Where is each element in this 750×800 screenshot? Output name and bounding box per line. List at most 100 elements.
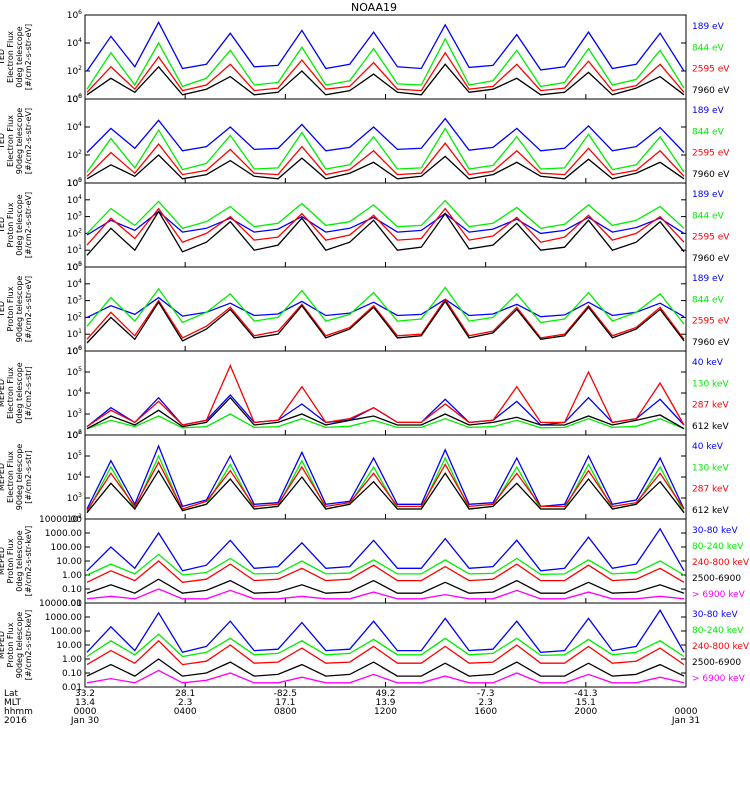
y-tick-label: 104 bbox=[67, 194, 82, 206]
y-tick-label: 102 bbox=[67, 227, 82, 239]
y-tick-label: 1000.00 bbox=[45, 529, 82, 539]
legend-entry: 7960 eV bbox=[692, 86, 730, 96]
footer-value: 0400 bbox=[174, 707, 197, 717]
y-tick-label: 102 bbox=[67, 65, 82, 77]
series-line bbox=[86, 207, 685, 246]
series-group bbox=[86, 609, 685, 684]
footer-value: 0800 bbox=[274, 707, 297, 717]
y-axis-label: TEDElectron Flux0deg telescope[#/cm2-s-s… bbox=[0, 24, 33, 90]
legend-entry: 2595 eV bbox=[692, 65, 730, 75]
series-group bbox=[86, 444, 685, 514]
y-tick-label: 106 bbox=[67, 93, 82, 105]
y-axis-label: MEPEDElectron Flux0deg telescope[#/cm2-s… bbox=[0, 362, 33, 423]
series-line bbox=[86, 658, 685, 677]
footer-row-label: 2016 bbox=[4, 716, 27, 726]
series-line bbox=[86, 117, 685, 153]
y-axis-label: TEDElectron Flux90deg telescope[#/cm2-s-… bbox=[0, 108, 33, 175]
y-tick-label: 106 bbox=[67, 9, 82, 21]
y-tick-label: 104 bbox=[67, 37, 82, 49]
footer-value: 2.3 bbox=[479, 698, 493, 708]
legend-entry: > 6900 keV bbox=[692, 674, 746, 684]
series-group bbox=[86, 527, 685, 600]
y-tick-label: 106 bbox=[67, 345, 82, 357]
footer-value: 1200 bbox=[374, 707, 397, 717]
figure-title: NOAA19 bbox=[351, 1, 397, 14]
panel-frame bbox=[84, 518, 687, 604]
y-tick-label: 101 bbox=[67, 328, 82, 340]
y-tick-label: 100.00 bbox=[51, 543, 83, 553]
footer-value: 2000 bbox=[574, 707, 597, 717]
series-line bbox=[86, 37, 685, 90]
series-line bbox=[86, 588, 685, 600]
series-line bbox=[86, 296, 685, 318]
legend-entry: 844 eV bbox=[692, 295, 725, 305]
footer-value: -82.5 bbox=[274, 689, 297, 699]
legend-entry: 287 keV bbox=[692, 401, 729, 411]
series-line bbox=[86, 553, 685, 576]
footer-value: 49.2 bbox=[375, 689, 395, 699]
y-axis-label: MEPEDProton Flux90deg telescope[#/cm2-s-… bbox=[0, 610, 33, 681]
series-group bbox=[86, 364, 685, 430]
legend-entry: 240-800 keV bbox=[692, 642, 750, 652]
series-line bbox=[86, 127, 685, 173]
legend-entry: 130 keV bbox=[692, 379, 729, 389]
legend-entry: 2500-6900 bbox=[692, 658, 741, 668]
legend-entry: 240-800 keV bbox=[692, 558, 750, 568]
series-line bbox=[86, 364, 685, 428]
series-line bbox=[86, 286, 685, 327]
y-axis-label: TEDProton Flux0deg telescope[#/cm2-s-str… bbox=[0, 192, 33, 258]
y-tick-label: 0.01 bbox=[62, 599, 82, 609]
legend-entry: 2595 eV bbox=[692, 149, 730, 159]
series-line bbox=[86, 300, 685, 344]
y-tick-label: 10000.00 bbox=[39, 515, 82, 525]
y-tick-label: 10.00 bbox=[56, 557, 82, 567]
legend-entry: 30-80 keV bbox=[692, 526, 738, 536]
y-tick-label: 104 bbox=[67, 278, 82, 290]
series-line bbox=[86, 413, 685, 430]
y-tick-label: 100.00 bbox=[51, 627, 83, 637]
series-line bbox=[86, 396, 685, 430]
series-line bbox=[86, 460, 685, 511]
series-line bbox=[86, 469, 685, 514]
footer-value: 13.9 bbox=[375, 698, 395, 708]
legend-entry: 80-240 keV bbox=[692, 626, 744, 636]
series-group bbox=[86, 199, 685, 256]
y-tick-label: 103 bbox=[67, 211, 82, 223]
footer-row-label: Lat bbox=[4, 689, 19, 699]
series-line bbox=[86, 20, 685, 72]
series-line bbox=[86, 639, 685, 666]
footer-value: 33.2 bbox=[75, 689, 95, 699]
legend-entry: 612 keV bbox=[692, 422, 729, 432]
y-tick-label: 102 bbox=[67, 311, 82, 323]
legend-entry: 2595 eV bbox=[692, 233, 730, 243]
legend-entry: 30-80 keV bbox=[692, 610, 738, 620]
footer-row-label: MLT bbox=[4, 698, 22, 708]
series-line bbox=[86, 210, 685, 256]
series-group bbox=[86, 20, 685, 96]
legend-entry: 287 keV bbox=[692, 485, 729, 495]
panel-8: 0.01 0.10 1.00 10.00 100.00 1000.00 10000.00 ME… bbox=[0, 599, 750, 693]
legend-entry: 7960 eV bbox=[692, 254, 730, 264]
series-group bbox=[86, 286, 685, 344]
series-line bbox=[86, 527, 685, 572]
y-tick-label: 104 bbox=[67, 471, 82, 483]
y-axis-label: MEPEDProton Flux0deg telescope[#/cm2-s-s… bbox=[0, 526, 33, 597]
legend-entry: 40 keV bbox=[692, 358, 724, 368]
y-tick-label: 105 bbox=[67, 177, 82, 189]
series-line bbox=[86, 633, 685, 658]
panel-7: 0.01 0.10 1.00 10.00 100.00 1000.00 10000.00 ME… bbox=[0, 515, 750, 609]
y-tick-label: 103 bbox=[67, 295, 82, 307]
y-tick-label: 0.10 bbox=[62, 669, 82, 679]
footer-value: 13.4 bbox=[75, 698, 95, 708]
legend-entry: 612 keV bbox=[692, 506, 729, 516]
legend-entry: 844 eV bbox=[692, 43, 725, 53]
series-line bbox=[86, 444, 685, 510]
legend-entry: 189 eV bbox=[692, 190, 725, 200]
y-tick-label: 106 bbox=[67, 429, 82, 441]
footer-value: Jan 30 bbox=[70, 716, 99, 726]
